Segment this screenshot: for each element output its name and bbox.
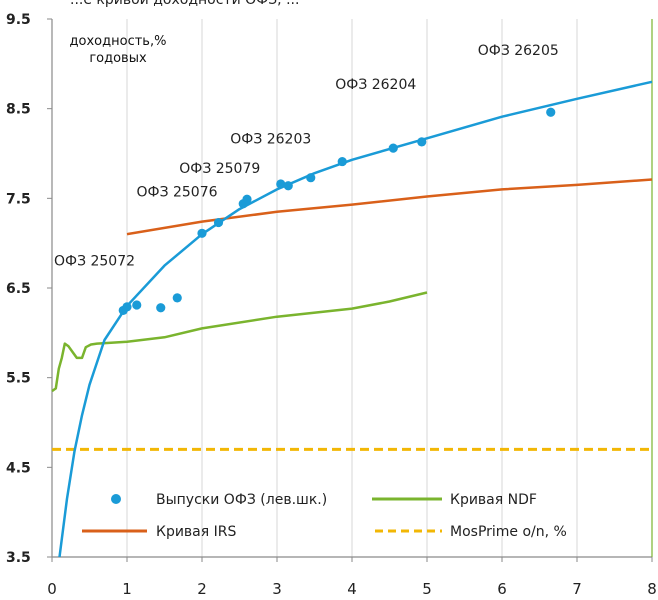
series-layer: [51, 80, 653, 558]
series-irs-line: [126, 178, 653, 236]
annotation-label-1: ОФЗ 25072: [54, 254, 135, 270]
y-tick-label-5.5: 5.5: [6, 371, 31, 387]
ofz-point-7: [213, 217, 224, 228]
legend-label-irs: Кривая IRS: [156, 524, 236, 540]
series-ofz-fitted-curve: [58, 80, 653, 558]
ofz-point-10: [276, 179, 286, 189]
ofz-point-5: [172, 293, 182, 303]
x-tick-label-0: 0: [47, 580, 57, 598]
axes: [47, 18, 653, 562]
legend-label-ndf: Кривая NDF: [450, 492, 537, 508]
grid: [126, 19, 653, 557]
x-tick-label-8: 8: [647, 580, 657, 598]
legend: Выпуски ОФЗ (лев.шк.) Кривая NDF Кривая …: [82, 492, 567, 540]
y-axis-title: доходность,% годовых: [70, 34, 167, 66]
ofz-point-11: [283, 181, 293, 191]
y-tick-label-3.5: 3.5: [6, 550, 31, 566]
x-tick-labels: 0 1 2 3 4 5 6 7 8: [47, 580, 657, 598]
x-tick-label-6: 6: [497, 580, 507, 598]
ofz-point-2: [122, 302, 132, 312]
ofz-point-13: [337, 156, 347, 167]
y-tick-label-6.5: 6.5: [6, 281, 31, 297]
annotation-label-3: ОФЗ 25079: [179, 161, 260, 177]
y-axis-title-line-2: годовых: [89, 51, 147, 66]
x-tick-label-4: 4: [347, 580, 357, 598]
ofz-point-9: [242, 194, 252, 204]
legend-swatch-ofz: [111, 494, 121, 504]
legend-label-mosprime: MosPrime o/n, %: [450, 524, 567, 540]
x-tick-label-1: 1: [122, 580, 132, 598]
header-text: ...е кривой доходности ОФЗ, ...: [70, 0, 299, 8]
legend-item-irs: Кривая IRS: [82, 524, 236, 540]
annotation-label-2: ОФЗ 25076: [137, 185, 218, 201]
ofz-point-16: [546, 107, 556, 117]
ofz-point-12: [306, 173, 316, 183]
legend-item-ndf: Кривая NDF: [372, 492, 537, 508]
annotation-label-5: ОФЗ 26204: [335, 77, 416, 93]
y-tick-label-8.5: 8.5: [6, 102, 31, 118]
x-tick-label-7: 7: [572, 580, 582, 598]
series-ndf-line: [51, 291, 428, 393]
x-tick-label-3: 3: [272, 580, 282, 598]
y-tick-label-4.5: 4.5: [6, 460, 31, 476]
legend-item-ofz: Выпуски ОФЗ (лев.шк.): [111, 492, 327, 508]
legend-item-mosprime: MosPrime o/n, %: [375, 524, 567, 540]
ofz-point-3: [132, 300, 142, 310]
ofz-point-14: [388, 143, 398, 153]
x-tick-label-2: 2: [197, 580, 207, 598]
ofz-point-4: [156, 303, 166, 313]
y-axis-title-line-1: доходность,%: [70, 34, 167, 49]
x-tick-label-5: 5: [422, 580, 432, 598]
annotation-label-4: ОФЗ 26203: [230, 132, 311, 148]
y-tick-label-9.5: 9.5: [6, 12, 31, 28]
y-tick-label-7.5: 7.5: [6, 191, 31, 207]
annotation-label-6: ОФЗ 26205: [478, 43, 559, 59]
ofz-point-15: [417, 137, 427, 147]
ofz-point-6: [197, 228, 207, 238]
annotations: ОФЗ 25072 ОФЗ 25076 ОФЗ 25079 ОФЗ 26203 ОФЗ …: [54, 43, 559, 270]
y-tick-labels: 3.5 4.5 5.5 6.5 7.5 8.5 9.5: [6, 12, 31, 566]
legend-label-ofz: Выпуски ОФЗ (лев.шк.): [156, 492, 327, 508]
